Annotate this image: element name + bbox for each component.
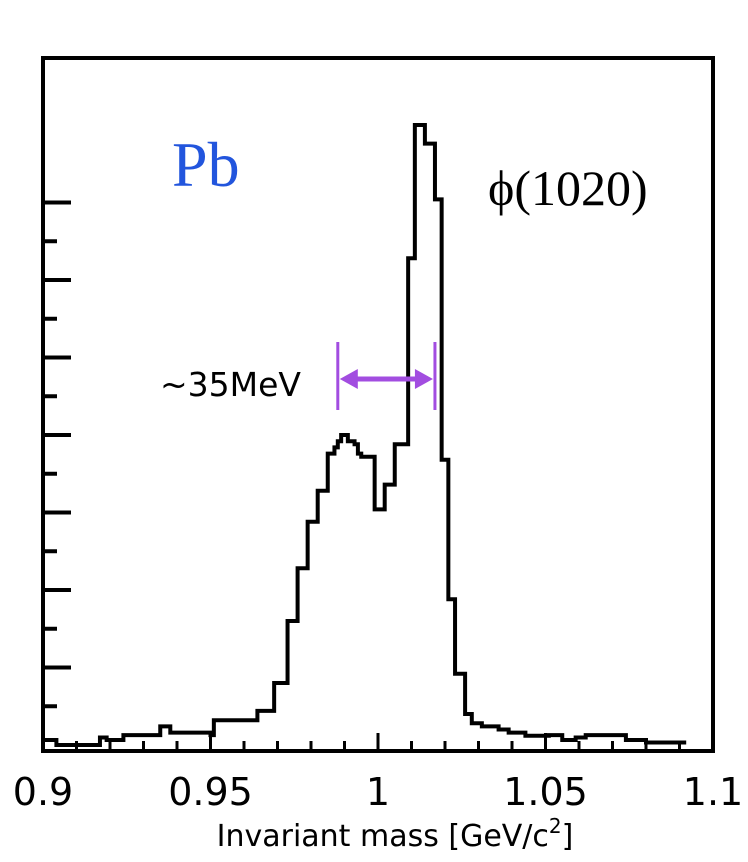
histogram-bin [499,730,509,746]
width-label: ~35MeV [160,365,301,404]
histogram-bin [107,740,124,745]
histogram-bin [586,735,593,745]
histogram-bin [576,738,586,745]
width-arrow [336,342,437,410]
particle-label: ϕ(1020) [488,160,648,216]
x-tick-label: 0.95 [168,770,253,814]
x-tick-labels: 0.9 0.95 1 1.05 1.1 [13,770,743,814]
histogram-bin [211,735,214,745]
histogram-bin [646,743,686,745]
histogram-bin [214,720,231,745]
y-axis-ticks [43,200,71,709]
histogram-bin [375,509,385,745]
histogram-bin [509,733,526,745]
x-axis-label-end: ] [562,819,574,854]
histogram-bin [361,457,374,745]
x-tick-label: 1 [366,770,390,814]
histogram-bin [298,568,308,745]
histogram-bin [435,199,442,745]
histogram-bin [549,735,562,745]
histogram-bin [355,444,358,745]
histogram-bin [592,735,599,745]
histogram-line [43,123,687,747]
histogram-bin [43,740,56,745]
histogram-bin [535,736,548,745]
histogram-bin [525,736,535,745]
histogram-bin [492,726,499,745]
histogram-bin [328,454,335,745]
histogram-bin [170,733,210,745]
x-axis-label: Invariant mass [GeV/c2] [217,814,574,854]
histogram-bin [231,720,258,745]
x-tick-label: 0.9 [13,770,73,814]
width-arrow-right-head [414,369,433,389]
histogram-bin [100,738,107,745]
histogram-bin [341,435,348,745]
x-axis-label-main: Invariant mass [GeV/c [217,819,549,854]
histogram-bin [455,674,465,745]
x-tick-label: 1.05 [503,770,588,814]
histogram-bin [288,621,298,745]
element-label: Pb [172,129,240,200]
x-tick-label: 1.1 [683,770,743,814]
histogram-bin [334,447,337,745]
histogram-bin [257,711,274,745]
histogram-bin [308,522,318,745]
histogram-bin [472,723,482,745]
histogram-bin [395,444,408,745]
x-axis-ticks [41,733,715,751]
histogram-bin [123,735,160,745]
histogram-bin [318,491,328,745]
histogram-bin [348,441,355,745]
width-arrow-left-head [339,369,358,389]
histogram-bin [338,441,341,745]
histogram-bin [408,258,415,745]
histogram-bin [465,714,472,745]
histogram-bin [626,740,646,745]
histogram-bin [448,599,455,745]
histogram-bin [562,740,575,745]
histogram-bin [442,460,449,745]
histogram-bin [599,735,626,745]
histogram-bin [385,485,395,745]
histogram-bin [482,726,492,745]
histogram-bins [43,125,686,745]
x-axis-label-superscript: 2 [549,814,562,838]
histogram-bin [274,683,287,745]
histogram-bin [425,144,435,745]
histogram-bin [415,125,425,745]
histogram-bin [160,726,170,745]
histogram-bin [358,454,361,745]
